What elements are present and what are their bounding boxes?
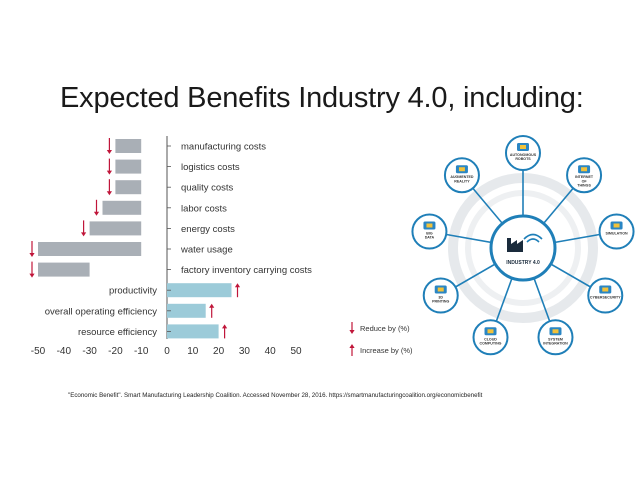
bar-2 [115,180,142,195]
category-label-5: water usage [180,245,233,256]
node-label-5-1: COMPUTING [480,341,502,345]
node-label-2-0: SIMULATION [606,232,628,236]
x-tick-label-9: 40 [265,346,277,357]
bar-0 [115,139,142,153]
node-label-8-0: AUGMENTED [450,175,474,179]
bar-1 [115,159,142,174]
legend-label-1: Increase by (%) [360,346,413,355]
node-label-1-0: INTERNET [575,175,594,179]
category-label-6: factory inventory carrying costs [181,265,312,276]
monitor-icon [610,221,623,230]
x-tick-label-8: 30 [239,346,251,357]
increase-arrow-9 [222,324,228,339]
legend-reduce-arrow [349,322,355,334]
node-label-7-0: BIG [426,232,433,236]
category-label-4: energy costs [181,224,235,235]
increase-arrow-8 [209,303,215,318]
node-label-1-1: OF [582,179,588,183]
node-label-0-0: AUTONOMOUS [510,153,537,157]
reduce-arrow-3 [93,199,100,216]
legend-label-0: Reduce by (%) [360,324,410,333]
x-tick-label-6: 10 [187,346,199,357]
database-icon [423,221,436,230]
increase-arrow-7 [234,283,241,298]
reduce-arrow-5 [29,241,35,257]
reduce-arrow-0 [106,138,112,154]
category-label-8: overall operating efficiency [45,306,158,317]
slide-title: Expected Benefits Industry 4.0, includin… [60,82,584,114]
legend-increase-arrow [349,344,355,356]
factory-icon [507,233,543,252]
node-label-4-1: INTEGRATION [543,341,568,345]
category-label-0: manufacturing costs [181,142,266,153]
x-tick-label-3: -20 [108,346,123,357]
x-tick-label-2: -30 [82,346,97,357]
robot-arm-icon [517,143,529,151]
x-tick-label-7: 20 [213,346,225,357]
node-label-6-1: PRINTING [432,300,449,304]
x-tick-label-5: 0 [164,346,170,357]
cloud-icon [484,327,497,336]
bar-9 [167,324,219,339]
vr-goggles-icon [455,165,468,174]
reduce-arrow-1 [106,158,112,175]
bar-8 [167,303,206,318]
category-label-7: productivity [109,286,157,297]
node-label-7-1: DATA [425,236,435,240]
node-label-4-0: SYSTEM [548,337,563,341]
bar-3 [102,200,142,215]
node-label-8-1: REALITY [454,179,470,183]
x-tick-label-10: 50 [290,346,302,357]
category-label-1: logistics costs [181,162,240,173]
node-label-1-2: THINGS [577,184,591,188]
center-label: INDUSTRY 4.0 [506,260,540,266]
category-label-9: resource efficiency [78,327,157,338]
x-tick-label-0: -50 [31,346,46,357]
diagram-node-3: CYBERSECURITY [587,277,624,314]
node-label-5-0: CLOUD [484,337,497,341]
node-label-0-1: ROBOTS [515,157,531,161]
reduce-arrow-2 [106,179,112,196]
gears-icon [549,327,562,336]
diagram-node-2: SIMULATION [598,213,635,250]
category-label-3: labor costs [181,203,227,214]
bar-7 [167,283,232,298]
category-label-2: quality costs [181,183,234,194]
bar-6 [38,262,90,277]
printer-icon [434,285,447,294]
citation: "Economic Benefit". Smart Manufacturing … [68,392,483,399]
x-tick-label-4: -10 [134,346,149,357]
bar-5 [38,242,142,256]
reduce-arrow-6 [29,261,35,278]
reduce-arrow-4 [81,220,87,237]
node-label-3-0: CYBERSECURITY [590,296,621,300]
shield-lock-icon [599,285,612,294]
x-tick-label-1: -40 [57,346,72,357]
phone-icon [578,165,591,174]
node-label-6-0: 3D [438,296,443,300]
bar-4 [89,221,142,236]
